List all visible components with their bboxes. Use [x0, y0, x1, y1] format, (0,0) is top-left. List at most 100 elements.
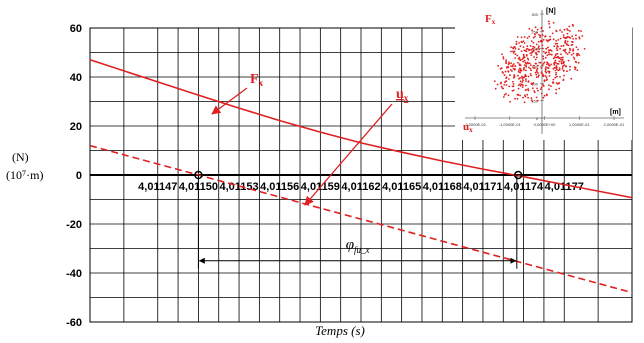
inset-point [558, 68, 561, 71]
inset-point [540, 66, 543, 69]
inset-point [555, 82, 558, 84]
inset-label-F_x: Fx [485, 13, 496, 26]
x-tick-label: 4,01156 [260, 181, 299, 193]
inset-point [557, 69, 560, 72]
inset-point [530, 97, 533, 99]
inset-point [569, 49, 572, 51]
inset-point [522, 79, 524, 82]
inset-point [550, 85, 552, 87]
inset-point [533, 90, 536, 92]
inset-point [575, 61, 578, 64]
inset-point [512, 51, 515, 54]
inset-point [494, 87, 497, 90]
y-tick-label: -60 [66, 317, 82, 329]
inset-x-tick-label: 0,0000E+00 [534, 122, 556, 127]
inset-point [541, 34, 544, 36]
inset-point [528, 48, 531, 51]
inset-point [527, 62, 530, 65]
inset-y-tick-label: 150 [531, 64, 538, 69]
inset-point [532, 36, 535, 39]
inset-point [523, 56, 526, 59]
inset-point [516, 54, 519, 57]
inset-point [548, 51, 550, 54]
inset-point [542, 50, 545, 53]
inset-point [528, 27, 531, 30]
inset-background [455, 2, 632, 140]
inset-point [560, 45, 563, 47]
inset-point [561, 68, 564, 70]
inset-point [544, 56, 547, 59]
inset-point [554, 56, 556, 59]
inset-point [507, 94, 510, 97]
inset-point [547, 63, 550, 65]
inset-point [520, 69, 523, 72]
inset-point [522, 46, 525, 48]
inset-point [535, 56, 538, 59]
inset-point [545, 66, 547, 68]
inset-point [496, 83, 499, 86]
inset-point [558, 60, 561, 63]
inset-point [556, 66, 558, 69]
inset-point [549, 38, 552, 41]
inset-point [552, 78, 555, 81]
inset-point [554, 42, 557, 45]
inset-point [510, 65, 512, 67]
inset-point [578, 54, 581, 56]
inset-point [502, 96, 505, 98]
inset-point [511, 64, 514, 67]
inset-point [560, 62, 563, 65]
inset-y-tick-label: 50 [534, 99, 539, 104]
inset-point [563, 64, 566, 66]
y-axis-label-n: (N) [12, 150, 29, 164]
inset-point [522, 84, 524, 87]
inset-point [513, 75, 516, 78]
inset-point [519, 64, 522, 67]
inset-x-tick-label: 2,0000E-01 [604, 122, 625, 127]
label-u_x: ux [396, 87, 409, 103]
inset-point [511, 85, 514, 88]
inset-point [520, 50, 523, 52]
inset-y-tick-label: 300 [531, 12, 538, 17]
inset-point [541, 73, 544, 75]
y-tick-label: -40 [66, 268, 82, 280]
inset-point [523, 69, 525, 71]
inset-point [555, 73, 557, 76]
inset-point [549, 49, 552, 51]
inset-y-tick-label: 0 [536, 116, 539, 121]
inset-x-unit: [m] [610, 109, 621, 116]
inset-point [557, 39, 560, 41]
inset-point [508, 78, 510, 80]
inset-point [521, 86, 524, 88]
inset-point [538, 48, 541, 50]
inset-point [556, 56, 559, 58]
inset-point [523, 64, 526, 66]
inset-point [531, 51, 533, 54]
inset-point [514, 97, 516, 100]
inset-point [572, 38, 575, 40]
inset-point [527, 88, 530, 90]
inset-point [502, 57, 505, 60]
inset-point [547, 67, 550, 70]
inset-point [538, 50, 540, 53]
y-tick-label: 20 [70, 121, 82, 133]
inset-point [525, 80, 527, 82]
inset-point [493, 80, 496, 82]
inset-point [531, 87, 534, 90]
inset-point [546, 40, 549, 43]
inset-point [519, 80, 522, 83]
inset-point [517, 48, 520, 50]
x-tick-label: 4,01162 [341, 181, 380, 193]
inset-point [532, 50, 534, 53]
inset-point [519, 68, 522, 71]
inset-point [535, 73, 538, 76]
y-tick-label: 0 [76, 170, 82, 182]
inset-point [535, 76, 538, 79]
inset-point [523, 101, 526, 104]
inset-point [528, 62, 531, 65]
inset-point [517, 61, 519, 64]
inset-point [562, 78, 565, 81]
inset-point [557, 63, 560, 65]
inset-point [523, 42, 526, 44]
inset-point [541, 44, 544, 47]
